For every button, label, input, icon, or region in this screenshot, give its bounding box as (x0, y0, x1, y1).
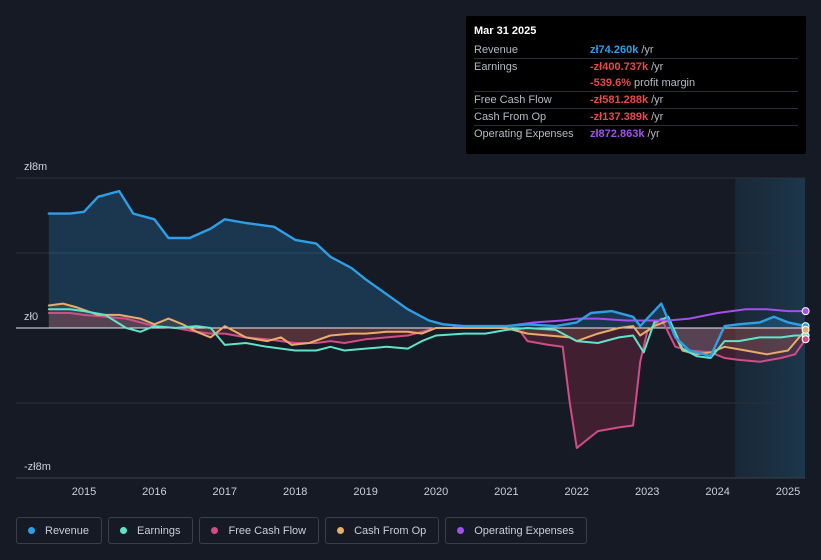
revenue-area (48, 191, 806, 357)
x-tick-label: 2017 (213, 486, 237, 498)
x-tick-label: 2018 (283, 486, 307, 498)
operating-expenses-end-marker (801, 307, 810, 316)
legend-item-free-cash-flow[interactable]: Free Cash Flow (199, 517, 320, 544)
tooltip-row-fcf: Free Cash Flow -zł581.288k /yr (474, 91, 798, 108)
tooltip-value: -zł400.737k (590, 61, 649, 73)
tooltip-label: Cash From Op (474, 111, 547, 123)
legend-label: Free Cash Flow (228, 524, 307, 537)
tooltip-unit: profit margin (633, 77, 696, 89)
x-tick-label: 2022 (565, 486, 589, 498)
tooltip-date: Mar 31 2025 (474, 25, 537, 37)
legend-item-earnings[interactable]: Earnings (108, 517, 194, 544)
legend-item-cash-from-op[interactable]: Cash From Op (325, 517, 440, 544)
cash-from-op-dot-icon (337, 527, 345, 534)
tooltip-unit: /yr (641, 44, 654, 56)
x-tick-label: 2021 (494, 486, 518, 498)
legend: Revenue Earnings Free Cash Flow Cash Fro… (16, 517, 587, 544)
legend-label: Cash From Op (354, 524, 427, 537)
free-cash-flow-area (48, 313, 806, 448)
x-tick-label: 2024 (705, 486, 729, 498)
earnings-line (47, 308, 807, 359)
tooltip-label: Free Cash Flow (474, 94, 552, 106)
x-tick-label: 2023 (635, 486, 659, 498)
cash-from-op-area (48, 303, 806, 355)
tooltip-row-earnings: Earnings -zł400.737k /yr (474, 58, 798, 75)
legend-label: Operating Expenses (474, 524, 574, 537)
tooltip-unit: /yr (651, 61, 664, 73)
revenue-dot-icon (28, 527, 35, 534)
tooltip-unit: /yr (651, 111, 664, 123)
tooltip-row-opex: Operating Expenses zł872.863k /yr (474, 125, 798, 142)
chart: zł8m zł0 -zł8m 2015 2016 2017 2018 2019 2020 2021… (16, 161, 810, 498)
tooltip-unit: /yr (647, 128, 660, 140)
legend-item-revenue[interactable]: Revenue (16, 517, 103, 544)
revenue-line (47, 189, 807, 358)
tooltip-row-cfo: Cash From Op -zł137.389k /yr (474, 108, 798, 125)
tooltip-value: -539.6% (590, 77, 631, 89)
tooltip-row-margin: -539.6% profit margin (474, 75, 798, 91)
free-cash-flow-end-marker (801, 335, 810, 344)
tooltip-unit: /yr (651, 94, 664, 106)
x-tick-label: 2025 (776, 486, 800, 498)
x-tick-label: 2015 (72, 486, 96, 498)
legend-label: Revenue (45, 524, 90, 537)
cash-from-op-end-marker (801, 325, 810, 334)
x-tick-label: 2019 (353, 486, 377, 498)
tooltip-value: -zł137.389k (590, 111, 649, 123)
tooltip-label: Earnings (474, 61, 518, 73)
tooltip-label: Operating Expenses (474, 128, 574, 140)
earnings-dot-icon (120, 527, 128, 534)
tooltip-value: zł74.260k (590, 44, 639, 56)
tooltip-label: Revenue (474, 44, 519, 56)
x-tick-label: 2016 (142, 486, 166, 498)
free-cash-flow-dot-icon (211, 527, 219, 534)
legend-label: Earnings (137, 524, 181, 537)
tooltip-value: zł872.863k (590, 128, 645, 140)
operating-expenses-dot-icon (457, 527, 465, 534)
legend-item-operating-expenses[interactable]: Operating Expenses (445, 517, 587, 544)
y-tick-label: zł0 (24, 311, 38, 323)
x-tick-label: 2020 (424, 486, 448, 498)
tooltip-value: -zł581.288k (590, 94, 649, 106)
y-tick-label: -zł8m (24, 461, 51, 473)
y-tick-label: zł8m (24, 161, 47, 173)
tooltip-row-revenue: Revenue zł74.260k /yr (474, 42, 798, 58)
tooltip: Mar 31 2025 Revenue zł74.260k /yr Earnin… (466, 16, 806, 154)
tooltip-label (474, 75, 590, 91)
